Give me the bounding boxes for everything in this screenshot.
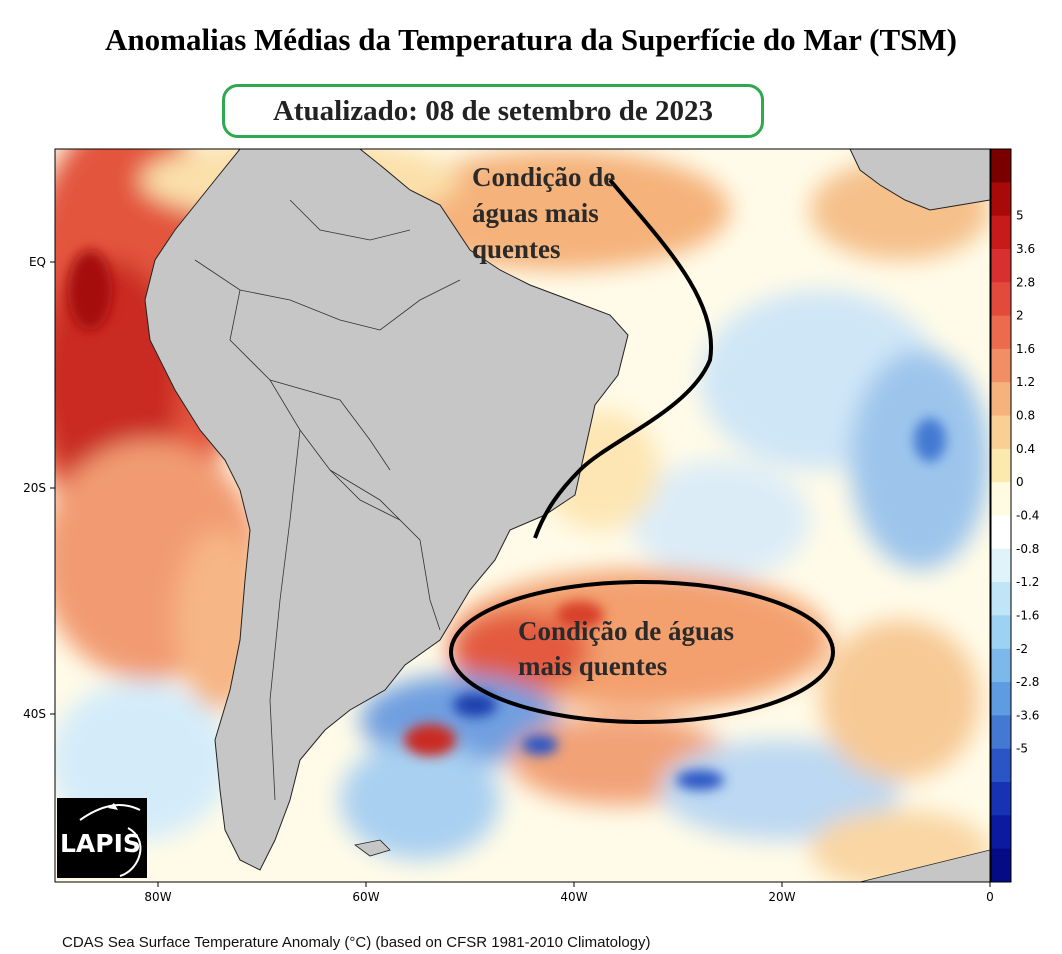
- colorbar-label: -2: [1016, 642, 1028, 656]
- anomaly-detail: [68, 250, 946, 790]
- colorbar-swatch: [991, 315, 1011, 350]
- antarctic-land: [859, 849, 990, 882]
- annotation-south-line-2: mais quentes: [518, 651, 667, 681]
- map-frame: [54, 148, 991, 883]
- lon-label-40w: 40W: [560, 890, 587, 904]
- colorbar-swatch: [991, 282, 1011, 317]
- annotation-north-line-3: quentes: [472, 234, 561, 264]
- lat-label-40s: 40S: [23, 707, 46, 721]
- colorbar-label: 0.4: [1016, 442, 1035, 456]
- colorbar-swatch: [991, 715, 1011, 750]
- annotation-north-line-2: águas mais: [472, 198, 599, 228]
- page-title: Anomalias Médias da Temperatura da Super…: [105, 22, 957, 57]
- logo-background: [57, 798, 147, 878]
- caption: CDAS Sea Surface Temperature Anomaly (°C…: [62, 934, 651, 951]
- colorbar-swatch: [991, 382, 1011, 417]
- colorbar-swatch: [991, 782, 1011, 816]
- colorbar-label: -5: [1016, 742, 1028, 756]
- colorbar-swatch: [991, 515, 1011, 550]
- latitude-labels: EQ 20S 40S: [23, 255, 46, 721]
- lat-label-eq: EQ: [29, 255, 46, 269]
- lon-label-0: 0: [986, 890, 994, 904]
- country-borders: [194, 199, 461, 801]
- colorbar-label: 1.2: [1016, 375, 1035, 389]
- annotation-north: Condição de águas mais quentes: [472, 162, 615, 264]
- lapis-logo: LAPIS: [57, 798, 147, 878]
- colorbar-label: 1.6: [1016, 342, 1035, 356]
- colorbar-swatch: [991, 615, 1011, 650]
- annotation-south: Condição de águas mais quentes: [518, 616, 734, 681]
- satellite-icon: [108, 803, 118, 810]
- colorbar-label: 3.6: [1016, 242, 1035, 256]
- colorbar-swatch: [991, 182, 1011, 217]
- annotation-arc: [533, 178, 714, 539]
- longitude-labels: 80W 60W 40W 20W 0: [144, 890, 993, 904]
- colorbar-labels: 5 3.6 2.8 2 1.6 1.2 0.8 0.4 0 -0.4 -0.8 -1.2 -1.6 -2 -…: [1016, 209, 1039, 756]
- annotation-north-line-1: Condição de: [472, 162, 615, 192]
- colorbar-label: -0.4: [1016, 509, 1039, 523]
- colorbar-label: -2.8: [1016, 675, 1039, 689]
- colorbar-swatch: [991, 748, 1011, 783]
- update-date-text: Atualizado: 08 de setembro de 2023: [272, 94, 714, 127]
- colorbar-label: -1.2: [1016, 575, 1039, 589]
- update-date-box: Atualizado: 08 de setembro de 2023: [222, 84, 764, 138]
- colorbar-swatch: [991, 482, 1011, 516]
- colorbar-swatch: [991, 648, 1011, 683]
- logo-swoosh-icon: [119, 827, 142, 877]
- south-america-land: [144, 149, 629, 871]
- colorbar-swatch: [991, 848, 1011, 883]
- lon-label-60w: 60W: [352, 890, 379, 904]
- logo-text: LAPIS: [60, 829, 141, 858]
- falkland-islands: [354, 839, 391, 857]
- colorbar-swatch: [991, 215, 1011, 250]
- colorbar-label: 2: [1016, 309, 1024, 323]
- colorbar-swatch: [991, 548, 1011, 583]
- colorbar-label: 2.8: [1016, 275, 1035, 289]
- colorbar-swatch: [991, 815, 1011, 850]
- colorbar-swatch: [991, 582, 1011, 616]
- colorbar: [990, 148, 1012, 883]
- colorbar-swatch: [991, 448, 1011, 483]
- colorbar-swatch: [991, 415, 1011, 450]
- annotation-ellipse: [449, 580, 835, 724]
- colorbar-frame: [990, 148, 1012, 883]
- lon-label-20w: 20W: [768, 890, 795, 904]
- africa-land: [849, 149, 990, 211]
- lon-label-80w: 80W: [144, 890, 171, 904]
- colorbar-swatch: [991, 348, 1011, 383]
- colorbar-label: -3.6: [1016, 708, 1039, 722]
- colorbar-swatch: [991, 248, 1011, 283]
- colorbar-label: 0.8: [1016, 409, 1035, 423]
- map-area: [55, 149, 990, 882]
- logo-orbit-icon: [79, 804, 141, 821]
- colorbar-label: 5: [1016, 209, 1024, 223]
- colorbar-swatch: [991, 149, 1011, 183]
- colorbar-label: 0: [1016, 475, 1024, 489]
- annotation-south-line-1: Condição de águas: [518, 616, 734, 646]
- colorbar-label: -0.8: [1016, 542, 1039, 556]
- colorbar-swatch: [991, 682, 1011, 716]
- axis-ticks: [50, 261, 991, 887]
- lat-label-20s: 20S: [23, 481, 46, 495]
- colorbar-label: -1.6: [1016, 608, 1039, 622]
